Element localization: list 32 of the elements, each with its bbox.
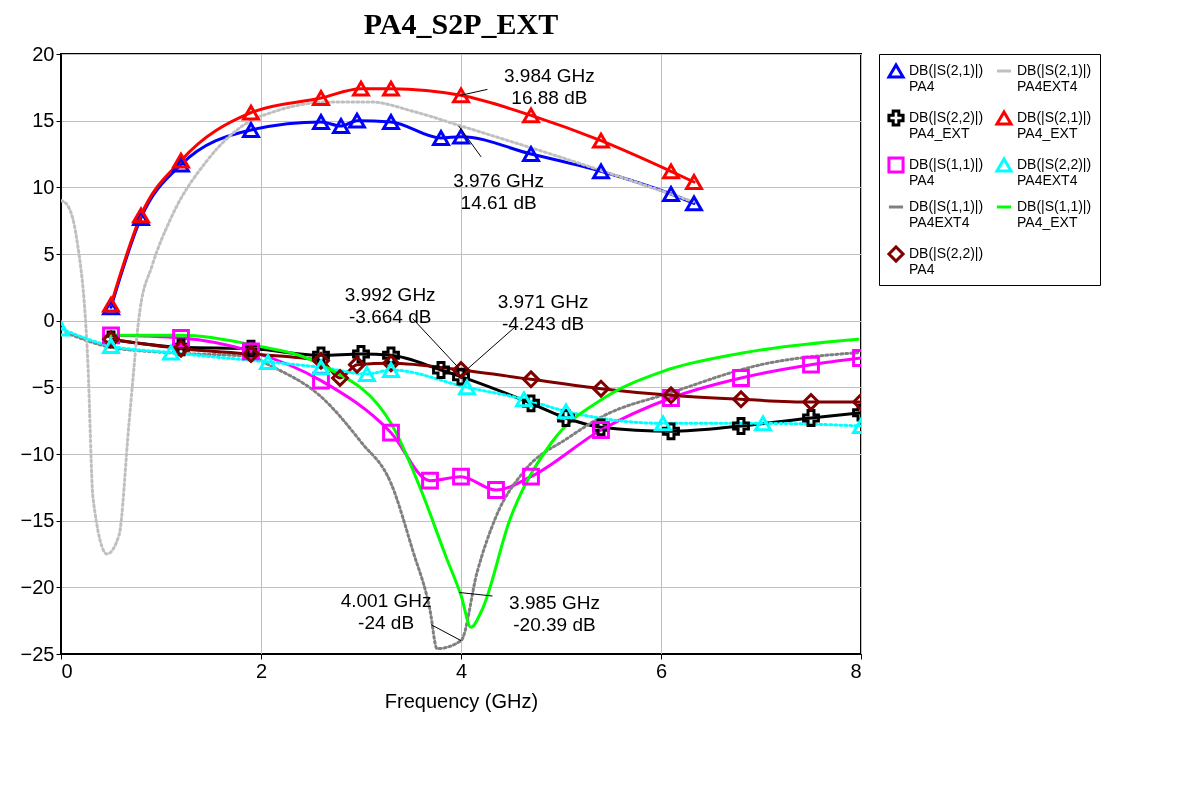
- chart-title: PA4_S2P_EXT: [363, 7, 559, 40]
- legend-label: DB(|S(1,1)|) PA4: [909, 156, 984, 188]
- annotation: 4.001 GHz -24 dB: [340, 589, 432, 633]
- x-tick-label: 6: [655, 659, 668, 682]
- y-tick-label: −20: [20, 575, 55, 598]
- y-tick-label: 5: [43, 242, 55, 265]
- legend-label: DB(|S(2,2)|) PA4_EXT: [909, 109, 984, 141]
- y-tick-label: 10: [32, 175, 55, 198]
- annotation: 3.992 GHz -3.664 dB: [344, 283, 436, 327]
- x-tick-label: 2: [255, 659, 268, 682]
- annotation: 3.984 GHz 16.88 dB: [503, 64, 595, 108]
- annotation: 3.985 GHz -20.39 dB: [509, 591, 600, 635]
- x-tick-label: 4: [455, 659, 468, 682]
- x-axis-title: Frequency (GHz): [384, 689, 539, 712]
- legend-label: DB(|S(2,2)|) PA4: [909, 245, 984, 277]
- x-tick-label: 8: [850, 659, 862, 682]
- x-tick-label: 0: [61, 659, 73, 682]
- annotation: 3.971 GHz -4.243 dB: [497, 291, 589, 335]
- y-tick-label: 15: [32, 109, 55, 132]
- legend-label: DB(|S(1,1)|) PA4_EXT: [1017, 198, 1092, 230]
- y-tick-label: −10: [20, 442, 55, 465]
- legend-label: DB(|S(2,1)|) PA4EXT4: [1017, 62, 1092, 94]
- legend-label: DB(|S(2,1)|) PA4: [909, 62, 984, 94]
- legend-label: DB(|S(1,1)|) PA4EXT4: [909, 198, 984, 230]
- y-tick-label: 20: [32, 42, 55, 65]
- y-tick-label: −5: [31, 375, 55, 398]
- annotation: 3.976 GHz 14.61 dB: [453, 169, 545, 213]
- legend-label: DB(|S(2,2)|) PA4EXT4: [1017, 156, 1092, 188]
- y-tick-label: −15: [20, 509, 55, 532]
- legend-label: DB(|S(2,1)|) PA4_EXT: [1017, 109, 1092, 141]
- y-tick-label: 0: [43, 309, 55, 332]
- y-tick-label: −25: [20, 642, 55, 665]
